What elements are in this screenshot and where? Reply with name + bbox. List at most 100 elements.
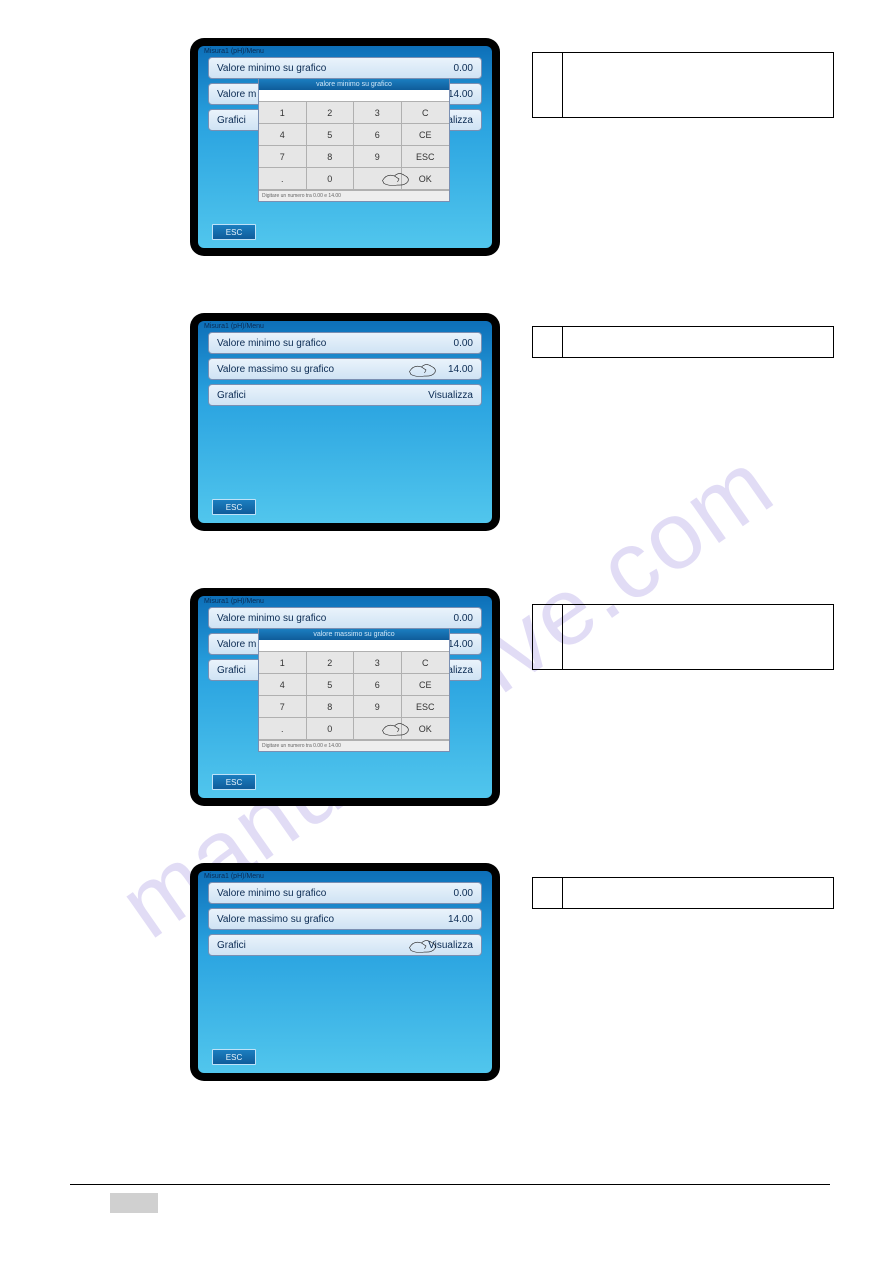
device-1: Misura1 (pH)/Menu Valore minimo su grafic…: [190, 313, 500, 531]
keypad-key-.[interactable]: .: [259, 718, 307, 740]
description-number: [533, 878, 563, 908]
row-value: 0.00: [454, 613, 473, 624]
description-box-0: [532, 52, 834, 118]
keypad-display: [259, 640, 449, 652]
row-value: 0.00: [454, 63, 473, 74]
row-label: Valore massimo su grafico: [217, 364, 334, 375]
menu-row[interactable]: Valore minimo su grafico 0.00: [208, 332, 482, 354]
keypad-key-4[interactable]: 4: [259, 124, 307, 146]
row-value: 0.00: [454, 888, 473, 899]
screen: Misura1 (pH)/Menu Valore minimo su grafic…: [198, 596, 492, 798]
description-text: [563, 605, 833, 669]
row-label: Grafici: [217, 390, 246, 401]
keypad-key-9[interactable]: 9: [354, 696, 402, 718]
keypad-title: valore minimo su grafico: [259, 79, 449, 90]
keypad-key-3[interactable]: 3: [354, 652, 402, 674]
row-label: Valore massimo su grafico: [217, 914, 334, 925]
row-value: 14.00: [448, 364, 473, 375]
description-text: [563, 327, 833, 357]
keypad-key-5[interactable]: 5: [307, 124, 355, 146]
keypad-key-0[interactable]: 0: [307, 718, 355, 740]
row-value: 0.00: [454, 338, 473, 349]
keypad-key-C[interactable]: C: [402, 102, 450, 124]
numeric-keypad: valore massimo su grafico 123C 456CE 789ESC…: [258, 628, 450, 752]
keypad-key-OK[interactable]: OK: [402, 718, 450, 740]
row-value: Visualizza: [428, 390, 473, 401]
keypad-footer: Digitare un numero tra 0.00 e 14.00: [259, 740, 449, 751]
keypad-key-7[interactable]: 7: [259, 696, 307, 718]
breadcrumb: Misura1 (pH)/Menu: [198, 321, 492, 330]
breadcrumb: Misura1 (pH)/Menu: [198, 871, 492, 880]
keypad-key-.[interactable]: .: [259, 168, 307, 190]
keypad-key-ESC[interactable]: ESC: [402, 146, 450, 168]
keypad-key-OK[interactable]: OK: [402, 168, 450, 190]
row-label: Grafici: [217, 665, 246, 676]
row-value: 14.00: [448, 89, 473, 100]
esc-button[interactable]: ESC: [212, 499, 256, 515]
footer-divider: [70, 1184, 830, 1185]
menu-row[interactable]: Valore massimo su grafico 14.00: [208, 908, 482, 930]
screen: Misura1 (pH)/Menu Valore minimo su grafic…: [198, 871, 492, 1073]
row-label: Grafici: [217, 115, 246, 126]
screen: Misura1 (pH)/Menu Valore minimo su grafic…: [198, 321, 492, 523]
description-box-1: [532, 326, 834, 358]
keypad-key-6[interactable]: 6: [354, 124, 402, 146]
breadcrumb: Misura1 (pH)/Menu: [198, 596, 492, 605]
keypad-key-2[interactable]: 2: [307, 102, 355, 124]
row-label: Valore minimo su grafico: [217, 338, 326, 349]
keypad-key-7[interactable]: 7: [259, 146, 307, 168]
keypad-key-3[interactable]: 3: [354, 102, 402, 124]
keypad-display: [259, 90, 449, 102]
keypad-key-2[interactable]: 2: [307, 652, 355, 674]
page-number-box: [110, 1193, 158, 1213]
keypad-key-5[interactable]: 5: [307, 674, 355, 696]
row-label: Valore m: [217, 639, 256, 650]
row-label: Valore m: [217, 89, 256, 100]
esc-button[interactable]: ESC: [212, 224, 256, 240]
description-number: [533, 327, 563, 357]
device-0: Misura1 (pH)/Menu Valore minimo su grafic…: [190, 38, 500, 256]
row-value: 14.00: [448, 914, 473, 925]
device-2: Misura1 (pH)/Menu Valore minimo su grafic…: [190, 588, 500, 806]
menu-row[interactable]: Grafici Visualizza: [208, 384, 482, 406]
row-value: 14.00: [448, 639, 473, 650]
description-number: [533, 53, 563, 117]
screen: Misura1 (pH)/Menu Valore minimo su grafic…: [198, 46, 492, 248]
pointer-hand-icon: [407, 361, 439, 379]
description-text: [563, 878, 833, 908]
keypad-key-CE[interactable]: CE: [402, 674, 450, 696]
keypad-key-blank: [354, 718, 402, 740]
keypad-key-1[interactable]: 1: [259, 102, 307, 124]
row-label: Valore minimo su grafico: [217, 613, 326, 624]
keypad-footer: Digitare un numero tra 0.00 e 14.00: [259, 190, 449, 201]
menu-row[interactable]: Valore minimo su grafico 0.00: [208, 607, 482, 629]
description-box-2: [532, 604, 834, 670]
keypad-key-1[interactable]: 1: [259, 652, 307, 674]
row-label: Valore minimo su grafico: [217, 888, 326, 899]
esc-button[interactable]: ESC: [212, 774, 256, 790]
keypad-key-8[interactable]: 8: [307, 696, 355, 718]
keypad-key-8[interactable]: 8: [307, 146, 355, 168]
description-text: [563, 53, 833, 117]
keypad-key-ESC[interactable]: ESC: [402, 696, 450, 718]
row-label: Grafici: [217, 940, 246, 951]
keypad-key-CE[interactable]: CE: [402, 124, 450, 146]
description-box-3: [532, 877, 834, 909]
keypad-key-4[interactable]: 4: [259, 674, 307, 696]
keypad-title: valore massimo su grafico: [259, 629, 449, 640]
menu-row[interactable]: Valore minimo su grafico 0.00: [208, 57, 482, 79]
keypad-key-6[interactable]: 6: [354, 674, 402, 696]
menu-row[interactable]: Grafici Visualizza: [208, 934, 482, 956]
row-value: Visualizza: [428, 940, 473, 951]
keypad-key-C[interactable]: C: [402, 652, 450, 674]
numeric-keypad: valore minimo su grafico 123C 456CE 789ESC.…: [258, 78, 450, 202]
row-label: Valore minimo su grafico: [217, 63, 326, 74]
breadcrumb: Misura1 (pH)/Menu: [198, 46, 492, 55]
menu-row[interactable]: Valore minimo su grafico 0.00: [208, 882, 482, 904]
esc-button[interactable]: ESC: [212, 1049, 256, 1065]
device-3: Misura1 (pH)/Menu Valore minimo su grafic…: [190, 863, 500, 1081]
menu-row[interactable]: Valore massimo su grafico 14.00: [208, 358, 482, 380]
keypad-key-0[interactable]: 0: [307, 168, 355, 190]
keypad-key-9[interactable]: 9: [354, 146, 402, 168]
keypad-key-blank: [354, 168, 402, 190]
